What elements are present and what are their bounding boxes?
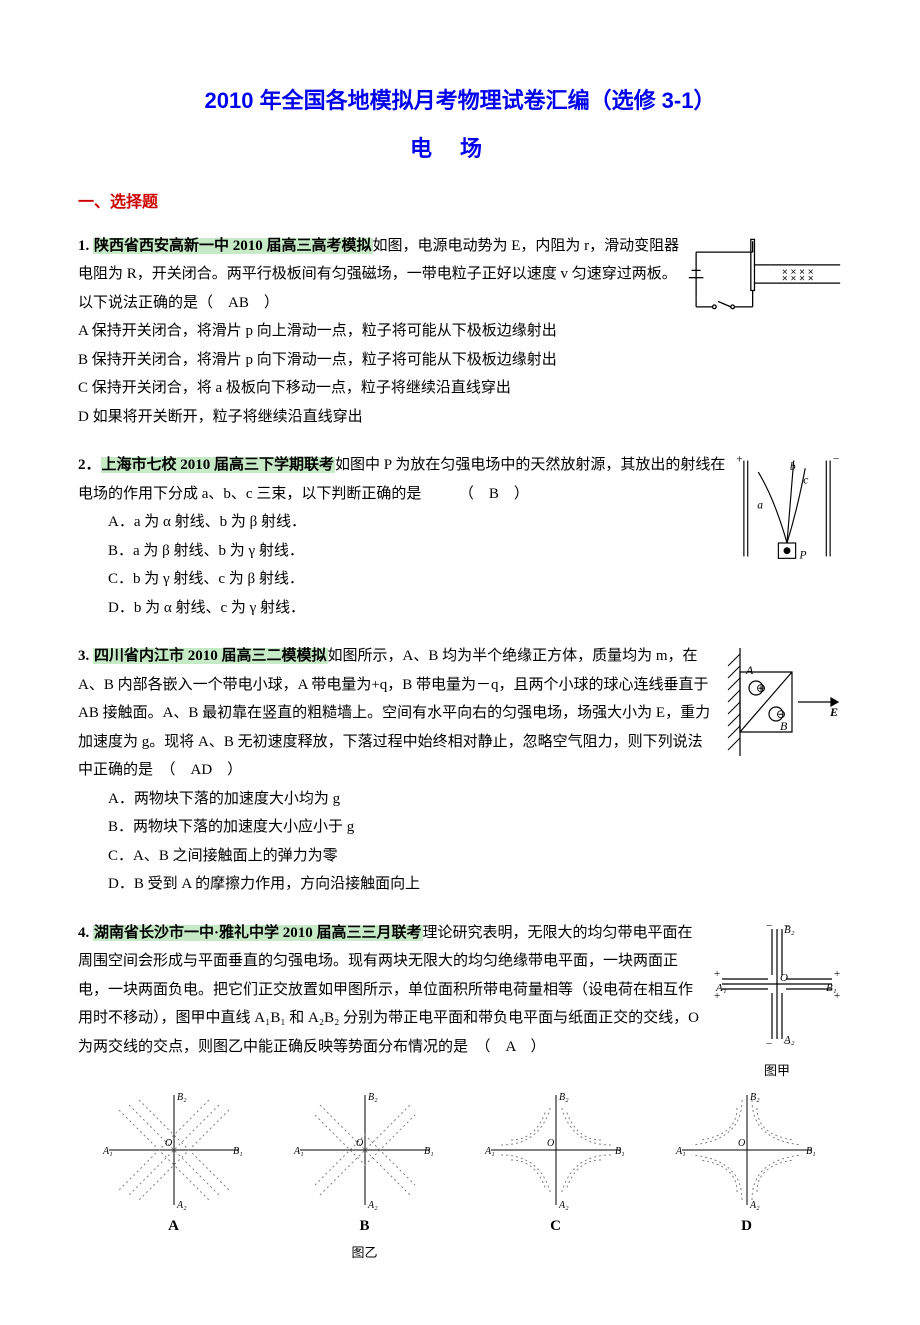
- svg-text:c: c: [803, 475, 808, 487]
- q1-opt-b: B 保持开关闭合，将滑片 p 向下滑动一点，粒子将可能从下极板边缘射出: [78, 346, 842, 375]
- svg-text:A₁: A₁: [293, 1146, 304, 1157]
- opt-label-c: C: [550, 1212, 561, 1241]
- q4-stem: 理论研究表明，无限大的均匀带电平面在周围空间会形成与平面垂直的匀强电场。现有两块…: [78, 925, 699, 1055]
- q1-num: 1.: [78, 238, 89, 254]
- svg-text:⊖: ⊖: [776, 707, 786, 721]
- fig-caption-jia: 图甲: [712, 1059, 842, 1084]
- q2-num: 2．: [78, 457, 101, 473]
- q4-option-row: A₁ B₁ B₂ A₂ O A A₁ B₁ B₂ A₂ O: [78, 1090, 842, 1265]
- q2-opt-c: C．b 为 γ 射线、c 为 β 射线．: [78, 565, 842, 594]
- question-2: + − a b c P 2．上海市七校 2010 届高三下学期联考如图中 P 为…: [78, 451, 842, 622]
- q3-opt-a: A．两物块下落的加速度大小均为 g: [78, 785, 842, 814]
- svg-text:P: P: [798, 550, 806, 562]
- doc-subtitle: 电场: [78, 128, 842, 170]
- svg-text:−: −: [833, 454, 840, 466]
- svg-text:b: b: [790, 462, 796, 474]
- svg-text:B₁: B₁: [615, 1146, 625, 1157]
- doc-title: 2010 年全国各地模拟月考物理试卷汇编（选修 3-1）: [78, 80, 842, 122]
- q1-source: 陕西省西安高新一中 2010 届高三高考模拟: [93, 238, 373, 254]
- q1-figure: × × × × × × × ×: [687, 232, 842, 327]
- svg-text:B₂: B₂: [368, 1092, 378, 1103]
- svg-text:+: +: [834, 968, 840, 980]
- q3-figure: A⊕ B⊖ E: [722, 642, 842, 762]
- svg-text:O: O: [738, 1138, 745, 1149]
- svg-text:A₁: A₁: [102, 1146, 113, 1157]
- svg-text:B₁: B₁: [424, 1146, 434, 1157]
- svg-text:A₁: A₁: [675, 1146, 686, 1157]
- svg-text:B₂: B₂: [784, 924, 795, 936]
- svg-text:B₁: B₁: [806, 1146, 816, 1157]
- q2-opt-b: B．a 为 β 射线、b 为 γ 射线．: [78, 537, 842, 566]
- q4-opt-a-fig: A₁ B₁ B₂ A₂ O A: [78, 1090, 269, 1265]
- svg-text:A₂: A₂: [783, 1034, 795, 1046]
- svg-text:−: −: [766, 920, 772, 932]
- svg-text:A₂: A₂: [176, 1200, 187, 1210]
- q4-figure-jia: ++ ++ −− −− A₁ B₁ B₂ A₂ O: [712, 919, 842, 1049]
- q3-opt-c: C．A、B 之间接触面上的弹力为零: [78, 842, 842, 871]
- svg-text:A₂: A₂: [367, 1200, 378, 1210]
- q4-opt-d-fig: A₁ B₁ B₂ A₂ O D: [651, 1090, 842, 1265]
- svg-text:+: +: [714, 968, 720, 980]
- svg-text:A₁: A₁: [715, 982, 727, 994]
- svg-text:B₂: B₂: [750, 1092, 760, 1103]
- q4-opt-b-fig: A₁ B₁ B₂ A₂ O B 图乙: [269, 1090, 460, 1265]
- svg-text:B₁: B₁: [826, 982, 837, 994]
- svg-text:A₁: A₁: [484, 1146, 495, 1157]
- q2-figure: + − a b c P: [732, 451, 842, 566]
- fig-caption-yi: 图乙: [351, 1241, 377, 1266]
- q1-opt-c: C 保持开关闭合，将 a 极板向下移动一点，粒子将继续沿直线穿出: [78, 374, 842, 403]
- q2-source: 上海市七校 2010 届高三下学期联考: [101, 457, 336, 473]
- svg-text:B: B: [780, 719, 788, 733]
- q4-opt-c-fig: A₁ B₁ B₂ A₂ O C: [460, 1090, 651, 1265]
- svg-text:A₂: A₂: [558, 1200, 569, 1210]
- svg-text:A₂: A₂: [749, 1200, 760, 1210]
- svg-text:B₂: B₂: [177, 1092, 187, 1103]
- q1-opt-d: D 如果将开关断开，粒子将继续沿直线穿出: [78, 403, 842, 432]
- svg-text:× × × ×: × × × ×: [782, 273, 814, 284]
- opt-label-b: B: [359, 1212, 369, 1241]
- svg-text:O: O: [547, 1138, 554, 1149]
- svg-text:B₁: B₁: [233, 1146, 243, 1157]
- svg-text:O: O: [780, 972, 788, 984]
- q2-opt-a: A．a 为 α 射线、b 为 β 射线．: [78, 508, 842, 537]
- svg-text:A: A: [745, 663, 754, 677]
- q4-source: 湖南省长沙市一中·雅礼中学 2010 届高三三月联考: [93, 925, 423, 941]
- svg-text:−: −: [766, 1038, 772, 1049]
- opt-label-a: A: [168, 1212, 179, 1241]
- svg-text:O: O: [165, 1138, 172, 1149]
- question-1: × × × × × × × × 1. 陕西省西安高新一中 2010 届高三高考模…: [78, 232, 842, 432]
- opt-label-d: D: [741, 1212, 752, 1241]
- q3-stem: 如图所示，A、B 均为半个绝缘正方体，质量均为 m，在 A、B 内部各嵌入一个带…: [78, 648, 710, 778]
- svg-text:⊕: ⊕: [756, 681, 766, 695]
- section-heading: 一、选择题: [78, 188, 842, 218]
- svg-text:E: E: [829, 705, 838, 719]
- q3-opt-b: B．两物块下落的加速度大小应小于 g: [78, 813, 842, 842]
- question-4: ++ ++ −− −− A₁ B₁ B₂ A₂ O 图甲 4. 湖南省长沙市一中…: [78, 919, 842, 1265]
- q2-opt-d: D．b 为 α 射线、c 为 γ 射线．: [78, 594, 842, 623]
- svg-text:B₂: B₂: [559, 1092, 569, 1103]
- q3-source: 四川省内江市 2010 届高三二模模拟: [93, 648, 328, 664]
- svg-text:+: +: [736, 454, 743, 466]
- q4-num: 4.: [78, 925, 89, 941]
- q3-num: 3.: [78, 648, 89, 664]
- svg-text:O: O: [356, 1138, 363, 1149]
- question-3: A⊕ B⊖ E 3. 四川省内江市 2010 届高三二模模拟如图所示，A、B 均…: [78, 642, 842, 899]
- svg-text:a: a: [757, 500, 763, 512]
- q3-opt-d: D．B 受到 A 的摩擦力作用，方向沿接触面向上: [78, 870, 842, 899]
